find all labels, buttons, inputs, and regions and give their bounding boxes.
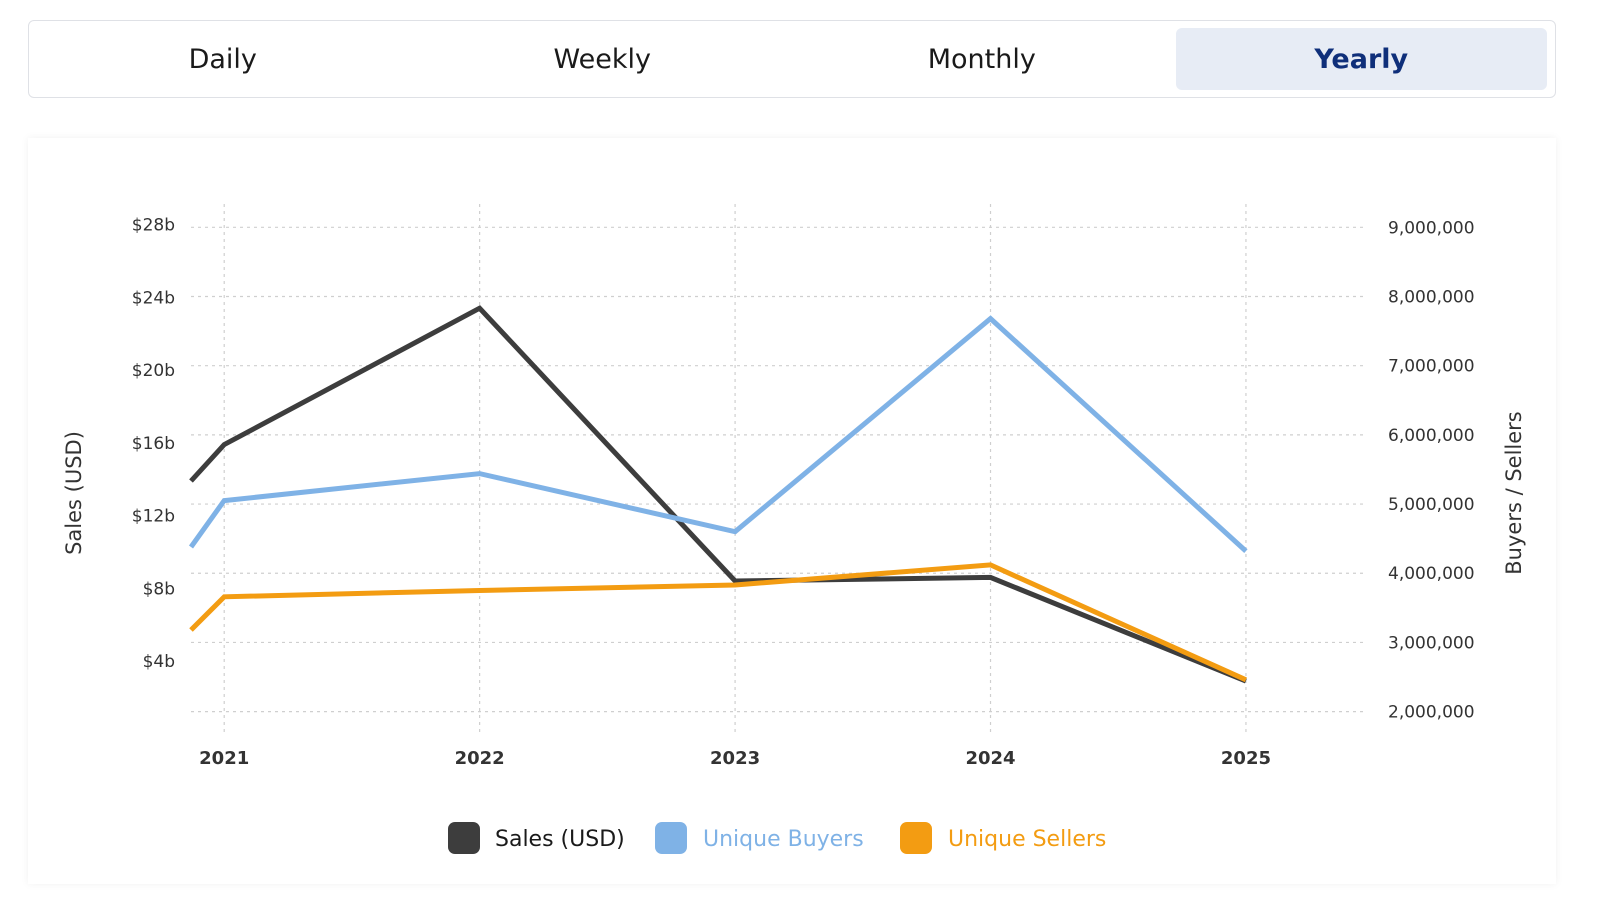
left-tick-label: $24b (132, 288, 175, 308)
right-tick-label: 7,000,000 (1388, 357, 1475, 377)
right-tick-label: 5,000,000 (1388, 495, 1475, 515)
legend-swatch-unique-buyers (655, 822, 687, 854)
x-tick-label: 2023 (710, 748, 760, 769)
right-tick-label: 2,000,000 (1388, 703, 1475, 723)
tab-daily[interactable]: Daily (188, 43, 257, 75)
left-tick-label: $16b (132, 434, 175, 454)
series-line-unique-buyers (188, 315, 1248, 553)
right-tick-label: 4,000,000 (1388, 564, 1475, 584)
legend-label-sales-usd: Sales (USD) (495, 827, 625, 852)
right-tick-label: 3,000,000 (1388, 633, 1475, 653)
legend-label-unique-buyers: Unique Buyers (703, 827, 864, 852)
series-lines (188, 305, 1248, 684)
series-line-unique-sellers (189, 562, 1247, 683)
x-tick-label: 2021 (199, 748, 249, 769)
right-axis-ticks: 2,000,000 3,000,000 4,000,000 5,000,000 6,00… (1388, 218, 1475, 722)
x-tick-label: 2024 (965, 748, 1015, 769)
chart-legend: Sales (USD) Unique Buyers Unique Sellers (448, 822, 1106, 854)
left-axis-label: Sales (USD) (62, 431, 86, 555)
right-tick-label: 9,000,000 (1388, 218, 1475, 238)
x-axis-ticks: 2021 2022 2023 2024 2025 (199, 748, 1271, 769)
tab-weekly[interactable]: Weekly (553, 43, 651, 75)
left-tick-label: $12b (132, 507, 175, 527)
x-tick-label: 2025 (1221, 748, 1271, 769)
right-tick-label: 6,000,000 (1388, 426, 1475, 446)
right-axis-label: Buyers / Sellers (1502, 411, 1526, 574)
grid-lines (191, 204, 1366, 734)
left-tick-label: $8b (143, 579, 175, 599)
left-tick-label: $4b (143, 652, 175, 672)
legend-swatch-unique-sellers (900, 822, 932, 854)
tab-monthly[interactable]: Monthly (927, 43, 1036, 75)
period-tab-bar: Daily Weekly Monthly Yearly (28, 20, 1556, 98)
left-axis-ticks: $4b $8b $12b $16b $20b $24b $28b (132, 216, 175, 673)
legend-label-unique-sellers: Unique Sellers (948, 827, 1106, 852)
tab-yearly[interactable]: Yearly (1175, 28, 1547, 90)
series-line-sales-usd (189, 305, 1247, 684)
chart-card: $4b $8b $12b $16b $20b $24b $28b 2,000,000 3,00… (28, 138, 1556, 884)
sales-buyers-sellers-chart: $4b $8b $12b $16b $20b $24b $28b 2,000,000 3,00… (62, 204, 1526, 854)
x-tick-label: 2022 (455, 748, 505, 769)
right-tick-label: 8,000,000 (1388, 287, 1475, 307)
legend-swatch-sales-usd (448, 822, 480, 854)
left-tick-label: $20b (132, 361, 175, 381)
left-tick-label: $28b (132, 216, 175, 236)
